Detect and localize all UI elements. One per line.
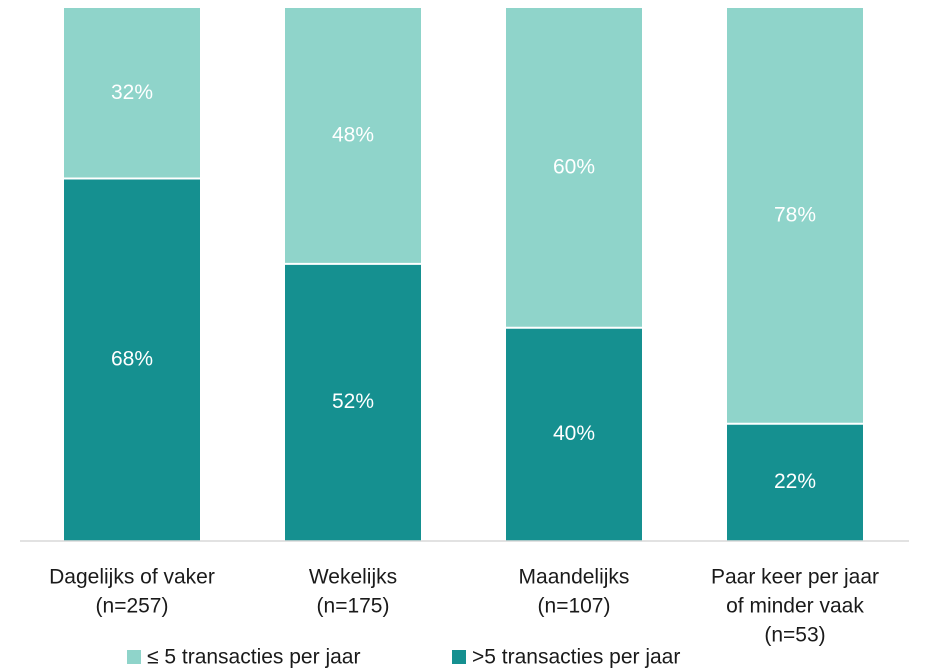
x-tick-label: Paar keer per jaar <box>711 566 879 589</box>
x-tick-label: Dagelijks of vaker <box>49 566 215 589</box>
legend-swatch <box>452 650 466 664</box>
value-label: 52% <box>332 390 374 413</box>
bar-segment <box>506 327 642 541</box>
x-tick-label: of minder vaak <box>726 595 864 618</box>
bar-segment <box>64 8 200 179</box>
value-label: 22% <box>774 470 816 493</box>
value-label: 32% <box>111 81 153 104</box>
bar-segment <box>285 263 421 541</box>
x-tick-label: (n=257) <box>96 595 169 618</box>
legend-label: ≤ 5 transacties per jaar <box>147 646 360 669</box>
bar-segment <box>285 8 421 264</box>
x-tick-label: Maandelijks <box>519 566 630 589</box>
bar-segment <box>727 8 863 424</box>
bar-segment <box>506 8 642 328</box>
value-label: 78% <box>774 203 816 226</box>
legend-label: >5 transacties per jaar <box>472 646 680 669</box>
bar-segment <box>727 423 863 541</box>
value-label: 60% <box>553 155 595 178</box>
bar-segment <box>64 178 200 541</box>
x-tick-label: (n=53) <box>764 624 825 647</box>
value-label: 48% <box>332 123 374 146</box>
legend-swatch <box>127 650 141 664</box>
x-tick-label: Wekelijks <box>309 566 397 589</box>
value-label: 40% <box>553 422 595 445</box>
x-tick-label: (n=107) <box>538 595 611 618</box>
value-label: 68% <box>111 347 153 370</box>
x-tick-label: (n=175) <box>317 595 390 618</box>
